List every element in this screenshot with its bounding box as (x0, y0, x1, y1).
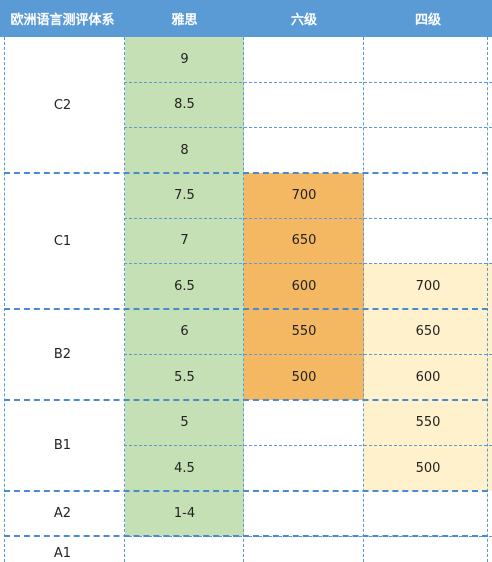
grid-line (124, 354, 492, 355)
grid-line (124, 37, 125, 562)
cet4-score: 500 (364, 445, 492, 491)
group-divider (4, 399, 488, 401)
header-cet6: 六级 (244, 0, 364, 37)
cet6-score: 700 (244, 173, 364, 218)
ielts-score: 9 (125, 37, 244, 82)
cet6-score: 600 (244, 263, 364, 309)
ielts-score: 1-4 (125, 491, 244, 536)
ielts-score: 5 (125, 400, 244, 445)
grid-line (124, 127, 492, 128)
grid-line (124, 445, 492, 446)
ielts-score: 6 (125, 309, 244, 354)
header-ielts: 雅思 (125, 0, 244, 37)
grid-line (124, 263, 492, 264)
cet4-score: 550 (364, 400, 492, 445)
group-divider (4, 490, 488, 492)
cet6-empty (244, 37, 364, 173)
cet6-score: 650 (244, 218, 364, 263)
cet4-empty (364, 37, 492, 263)
cet6-score: 550 (244, 309, 364, 354)
cet6-score: 500 (244, 354, 364, 400)
grid-line (124, 82, 492, 83)
cet4-score: 650 (364, 309, 492, 354)
grid-line (363, 37, 364, 562)
cefr-level-a2: A2 (0, 491, 125, 536)
cet4-score: 600 (364, 354, 492, 400)
grid-line (4, 37, 5, 562)
ielts-score: 8 (125, 127, 244, 173)
ielts-score: 6.5 (125, 263, 244, 309)
header-cet4: 四级 (364, 0, 492, 37)
grid-line (243, 37, 244, 562)
grid-line (487, 37, 488, 562)
group-divider (4, 172, 488, 174)
ielts-score: 4.5 (125, 445, 244, 491)
grid-line (124, 218, 492, 219)
cet4-score: 700 (364, 263, 492, 309)
ielts-score: 8.5 (125, 82, 244, 127)
ielts-score: 7 (125, 218, 244, 263)
group-divider (4, 308, 488, 310)
cefr-level-b2: B2 (0, 309, 125, 400)
cefr-level-c2: C2 (0, 37, 125, 173)
group-divider (4, 535, 488, 537)
cefr-level-a1: A1 (0, 536, 125, 562)
ielts-score: 5.5 (125, 354, 244, 400)
header-cefr: 欧洲语言测评体系 (0, 0, 125, 37)
cefr-level-c1: C1 (0, 173, 125, 309)
ielts-empty (125, 536, 244, 562)
cefr-level-b1: B1 (0, 400, 125, 491)
ielts-score: 7.5 (125, 173, 244, 218)
cet6-empty (244, 400, 364, 562)
cet4-empty (364, 491, 492, 562)
